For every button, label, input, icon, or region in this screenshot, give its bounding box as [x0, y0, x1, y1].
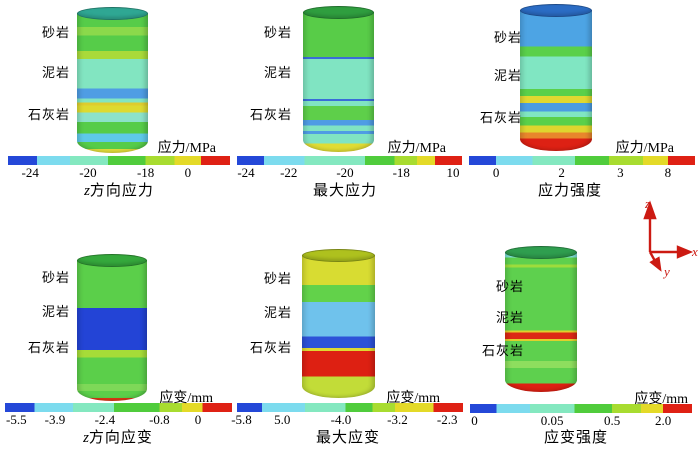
caption-italic-prefix: z: [84, 183, 90, 199]
rock-layer-label: 泥岩: [41, 65, 70, 80]
cylinder-body: [303, 12, 374, 152]
cylinder-top-cap: [505, 246, 577, 259]
colorbar-tick-label: -5.8: [231, 412, 252, 427]
cylinder-top-cap: [77, 7, 148, 20]
caption-text: 方向应力: [89, 183, 154, 199]
colorbar-tick-label: -2.3: [436, 412, 458, 427]
colorbar-tick-label: 3: [617, 165, 624, 180]
cylinder-model: [77, 254, 147, 401]
colorbar-tick-label: -3.2: [387, 412, 408, 427]
rock-layer-label: 泥岩: [495, 310, 524, 325]
rock-layer-label: 砂岩: [263, 271, 292, 286]
panel-caption: 最大应变: [316, 430, 380, 447]
colorbar: [237, 156, 462, 165]
rock-layer-label: 砂岩: [495, 279, 524, 294]
cylinder-body: [302, 255, 375, 398]
rock-layer-label: 砂岩: [41, 270, 70, 285]
rock-layer-label: 石灰岩: [249, 107, 292, 122]
colorbar-tick-label: -18: [392, 165, 410, 180]
colorbar-tick-label: -20: [336, 165, 354, 180]
colorbar-tick-label: 2: [558, 165, 565, 180]
cylinder-body: [520, 10, 592, 151]
colorbar-tick-label: 8: [664, 165, 672, 180]
z-axis-arrow-icon: [643, 200, 657, 220]
cylinder-top-cap: [303, 6, 374, 19]
cylinder-model: [520, 4, 592, 151]
colorbar-tick-label: -2.4: [94, 412, 116, 427]
rock-layer-label: 泥岩: [263, 65, 292, 80]
cylinder-model: [302, 249, 375, 398]
cylinder-body: [77, 13, 148, 153]
x-axis-label: x: [691, 244, 698, 259]
cylinder-body: [77, 260, 147, 401]
colorbar-title: 应变/mm: [159, 391, 213, 406]
cylinder-top-cap: [520, 4, 592, 17]
cylinder-top-cap: [77, 254, 147, 267]
rock-layer-label: 石灰岩: [249, 340, 292, 355]
colorbar-tick-label: -4.0: [330, 412, 352, 427]
cylinder-model: [77, 7, 148, 153]
rock-layer-label: 砂岩: [493, 30, 522, 45]
colorbar-tick-label: 0: [194, 412, 202, 427]
cylinder-model: [303, 6, 374, 152]
panel-caption: z方向应变: [83, 430, 153, 447]
caption-text: 应变强度: [543, 430, 609, 446]
rock-layer-label: 石灰岩: [27, 340, 70, 355]
rock-layer-label: 砂岩: [41, 25, 70, 40]
colorbar-title: 应变/mm: [634, 392, 688, 407]
panel-caption: 最大应力: [313, 183, 377, 200]
rock-layer-label: 石灰岩: [481, 343, 524, 358]
colorbar-tick-label: 0.5: [603, 413, 621, 428]
caption-text: 应力强度: [537, 183, 603, 199]
colorbar-title: 应力/MPa: [387, 141, 446, 156]
rock-layer-label: 泥岩: [493, 68, 522, 83]
colorbar-tick-label: 0: [492, 165, 500, 180]
colorbar-tick-label: -18: [136, 165, 155, 180]
colorbar-tick-label: 2.0: [655, 413, 672, 428]
colorbar-tick-label: -5.5: [6, 412, 27, 427]
colorbar-title: 应变/mm: [386, 391, 440, 406]
colorbar-tick-label: 0: [471, 413, 478, 428]
caption-italic-prefix: z: [83, 430, 89, 446]
colorbar-tick-label: 5.0: [274, 412, 291, 427]
colorbar-tick-label: -20: [79, 165, 97, 180]
rock-layer-label: 石灰岩: [27, 107, 70, 122]
cylinder-model: [505, 246, 577, 392]
colorbar: [469, 156, 695, 165]
colorbar-title: 应力/MPa: [157, 141, 216, 156]
panel-caption: 应变强度: [544, 430, 608, 447]
colorbar-tick-label: -24: [237, 165, 255, 180]
rock-layer-label: 泥岩: [41, 304, 70, 319]
caption-text: 方向应变: [88, 430, 153, 446]
colorbar-tick-label: 10: [446, 165, 460, 180]
colorbar: [5, 403, 232, 412]
colorbar: [237, 403, 463, 412]
axes-triad: z x y: [643, 196, 698, 279]
colorbar-tick-label: -24: [21, 165, 39, 180]
rock-layer-label: 泥岩: [263, 305, 292, 320]
colorbar-tick-label: -0.8: [149, 412, 170, 427]
rock-layer-label: 砂岩: [263, 25, 292, 40]
rock-layer-label: 石灰岩: [479, 110, 522, 125]
colorbar-tick-label: -3.9: [44, 412, 66, 427]
panel-caption: 应力强度: [538, 183, 602, 200]
x-axis-arrow-icon: [676, 245, 694, 259]
colorbar-tick-label: 0: [184, 165, 192, 180]
caption-text: 最大应力: [312, 183, 378, 199]
cylinder-body: [505, 252, 577, 392]
colorbar-title: 应力/MPa: [615, 141, 674, 156]
panel-caption: z方向应力: [84, 183, 154, 200]
caption-text: 最大应变: [315, 430, 381, 446]
cylinder-top-cap: [302, 249, 375, 262]
y-axis-arrow-icon: [649, 256, 662, 272]
colorbar-tick-label: 0.05: [540, 413, 564, 428]
colorbar: [470, 404, 692, 413]
z-axis-label: z: [644, 196, 650, 211]
colorbar: [8, 156, 230, 165]
colorbar-tick-label: -22: [280, 165, 298, 180]
y-axis-label: y: [662, 264, 670, 279]
